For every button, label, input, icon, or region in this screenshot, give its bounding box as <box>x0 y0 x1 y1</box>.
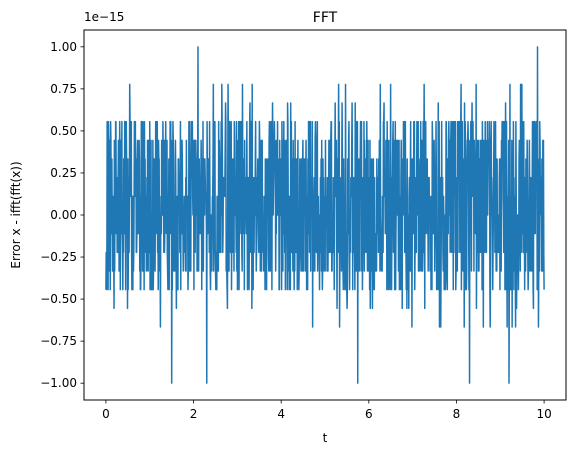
y-tick-label: −1.00 <box>40 376 77 390</box>
y-axis-label: Error x - ifft(fft(x)) <box>9 161 23 268</box>
y-tick-label: −0.75 <box>40 334 77 348</box>
x-axis-label: t <box>323 431 328 445</box>
x-tick-label: 10 <box>536 407 551 421</box>
y-offset-label: 1e−15 <box>84 10 124 24</box>
plot-frame <box>83 29 567 401</box>
y-tick-label: −0.25 <box>40 250 77 264</box>
x-tick-label: 0 <box>102 407 110 421</box>
y-tick-label: 0.75 <box>50 82 77 96</box>
x-tick-label: 2 <box>190 407 198 421</box>
y-tick-label: 1.00 <box>50 40 77 54</box>
series-line <box>105 46 545 384</box>
series-group <box>105 46 545 384</box>
chart-title: FFT <box>313 10 338 26</box>
y-tick-label: 0.25 <box>50 166 77 180</box>
y-tick-label: 0.00 <box>50 208 77 222</box>
y-tick-label: −0.50 <box>40 292 77 306</box>
x-tick-label: 6 <box>365 407 373 421</box>
ticks-group: 0 2 4 6 8 10 −1.00 −0.75 −0.50 −0.25 0.00 0.25 0.50 0… <box>40 40 552 421</box>
x-tick-label: 8 <box>453 407 461 421</box>
x-tick-label: 4 <box>277 407 285 421</box>
y-tick-label: 0.50 <box>50 124 77 138</box>
